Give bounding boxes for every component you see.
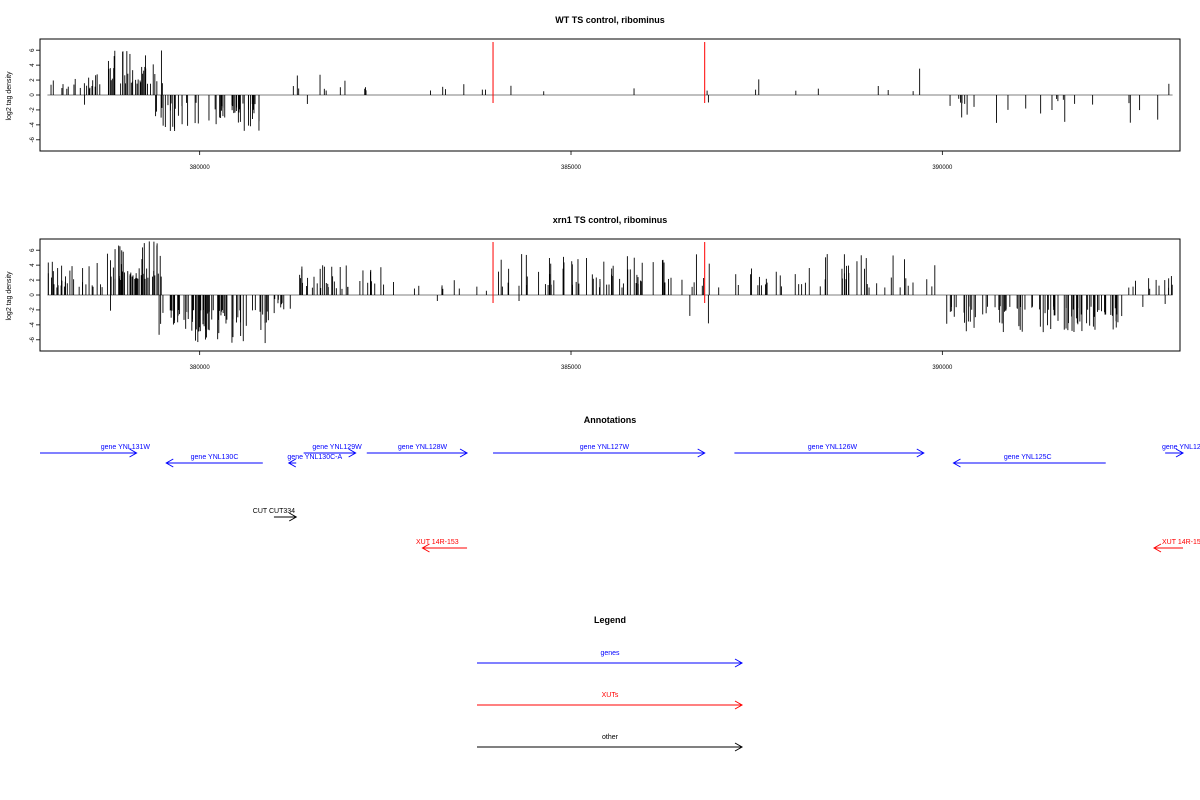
xrn1-y-axis-title: log2 tag density (6, 271, 13, 321)
xrn1-y-tick-label: -2 (30, 307, 36, 313)
wt-x-ticks: 380000 385000 390000 (190, 151, 953, 171)
wt-x-tick-label: 390000 (932, 165, 953, 171)
annotation-features: gene YNL131W gene YNL130C gene YNL130C-A ge… (40, 444, 1200, 553)
wt-density-panel: WT TS control, ribominus log2 tag densit… (6, 15, 1181, 171)
xrn1-x-tick-label: 380000 (190, 365, 211, 371)
annotation-label: CUT CUT334 (253, 508, 295, 515)
wt-bars (47, 50, 1173, 132)
wt-panel-title: WT TS control, ribominus (555, 15, 665, 25)
annotation-arrow-head (1175, 448, 1185, 458)
xrn1-y-tick-label: 2 (30, 278, 36, 282)
legend-item: XUTs (477, 692, 744, 710)
annotation-label: gene YNL130C-A (287, 454, 342, 461)
wt-y-tick-label: 2 (30, 78, 36, 82)
legend-item-label: other (602, 734, 619, 741)
annotation-label: gene YNL125C (1004, 454, 1052, 461)
legend-item-label: XUTs (602, 692, 619, 699)
wt-y-tick-label: -6 (30, 136, 36, 142)
annotation-arrow-head (165, 458, 174, 468)
wt-marker-lines (492, 42, 706, 103)
legend-arrow-head (734, 658, 744, 668)
xrn1-x-tick-label: 385000 (561, 365, 582, 371)
annotation-label: gene YNL126W (808, 444, 858, 451)
legend-items: genes XUTs other (477, 650, 744, 752)
xrn1-panel-title: xrn1 TS control, ribominus (553, 215, 668, 225)
annotation-feature: XUT 14R-157 (1152, 539, 1200, 553)
annotation-arrow-head (288, 512, 298, 522)
annotation-arrow-head (287, 458, 297, 468)
annotation-feature: XUT 14R-153 (416, 539, 468, 553)
annotation-feature: gene YNL126W (734, 444, 925, 458)
xrn1-y-tick-label: -4 (30, 322, 36, 328)
xrn1-x-ticks: 380000 385000 390000 (190, 351, 953, 371)
wt-x-tick-label: 380000 (190, 165, 211, 171)
xrn1-bars (47, 241, 1173, 344)
wt-y-ticks: -6 -4 -2 0 2 4 6 (30, 48, 40, 142)
annotation-feature: gene YNL127W (493, 444, 706, 458)
annotation-label: gene YNL130C (191, 454, 239, 461)
annotation-arrow-head (916, 448, 925, 458)
xrn1-y-tick-label: 4 (30, 263, 36, 267)
wt-y-axis-title: log2 tag density (6, 71, 13, 121)
wt-y-tick-label: 6 (30, 48, 36, 52)
annotation-arrow-head (952, 458, 961, 468)
legend-title: Legend (594, 615, 626, 625)
legend-arrow-head (734, 742, 744, 752)
wt-y-tick-label: 0 (30, 93, 36, 97)
legend-item: genes (477, 650, 744, 668)
annotation-label: gene YNL129W (312, 444, 362, 451)
annotation-feature: gene YNL124W (1162, 444, 1200, 458)
annotations-title: Annotations (584, 415, 637, 425)
xrn1-y-ticks: -6 -4 -2 0 2 4 6 (30, 248, 40, 342)
xrn1-density-panel: xrn1 TS control, ribominus log2 tag dens… (6, 215, 1181, 371)
annotation-feature: CUT CUT334 (253, 508, 298, 522)
annotation-arrow-head (421, 543, 430, 553)
annotation-feature: gene YNL128W (366, 444, 469, 458)
annotation-feature: gene YNL125C (952, 454, 1106, 468)
annotation-feature: gene YNL130C (165, 454, 263, 468)
xrn1-marker-lines (492, 242, 706, 303)
annotation-feature: gene YNL130C-A (287, 454, 342, 468)
annotation-label: gene YNL128W (398, 444, 448, 451)
annotation-label: gene YNL127W (580, 444, 630, 451)
annotation-arrow-head (459, 448, 469, 458)
annotation-arrow-head (697, 448, 706, 458)
legend: Legend genes XUTs other (477, 615, 744, 752)
legend-item: other (477, 734, 744, 752)
wt-y-tick-label: -4 (30, 122, 36, 128)
wt-y-tick-label: 4 (30, 63, 36, 67)
annotation-label: gene YNL124W (1162, 444, 1200, 451)
annotation-feature: gene YNL129W (303, 444, 362, 458)
xrn1-y-tick-label: 0 (30, 293, 36, 297)
xrn1-y-tick-label: 6 (30, 248, 36, 252)
xrn1-x-tick-label: 390000 (932, 365, 953, 371)
annotation-arrow-head (1152, 543, 1162, 553)
xrn1-y-tick-label: -6 (30, 336, 36, 342)
annotation-label: XUT 14R-153 (416, 539, 459, 546)
wt-y-tick-label: -2 (30, 107, 36, 113)
legend-arrow-head (734, 700, 744, 710)
annotation-label: XUT 14R-157 (1162, 539, 1200, 546)
annotation-label: gene YNL131W (101, 444, 151, 451)
wt-x-tick-label: 385000 (561, 165, 582, 171)
annotation-feature: gene YNL131W (40, 444, 151, 458)
annotation-arrow-head (129, 448, 138, 458)
annotation-arrow-head (348, 448, 357, 458)
legend-item-label: genes (600, 650, 620, 657)
